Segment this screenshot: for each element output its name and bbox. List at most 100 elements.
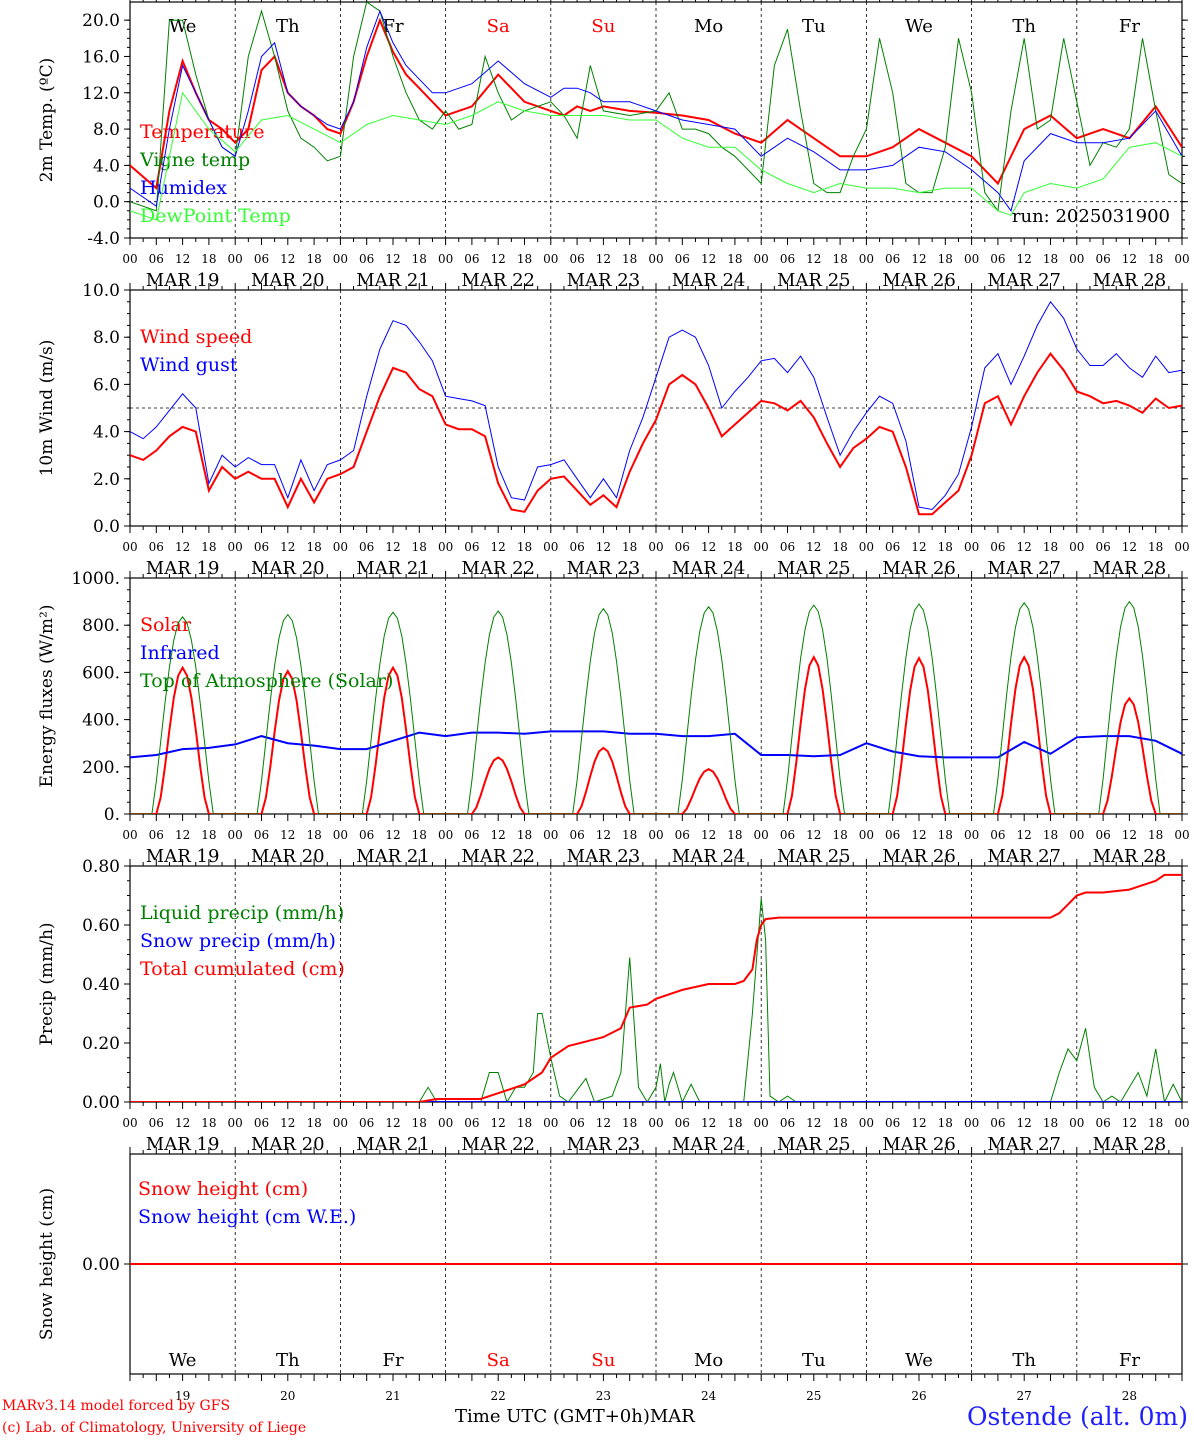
date-label: MAR 21: [356, 846, 430, 867]
y-axis-label: Snow height (cm): [37, 1188, 57, 1340]
y-tick-label: 400.: [82, 711, 120, 731]
hour-tick-label: 06: [254, 1116, 269, 1130]
hour-tick-label: 18: [938, 540, 953, 554]
date-label: MAR 19: [146, 1134, 220, 1155]
legend-entry: Temperature: [140, 121, 264, 143]
hour-tick-label: 12: [701, 1116, 716, 1130]
series-line-dewpoint-temp: [130, 91, 1182, 221]
day-number-label: 21: [385, 1389, 400, 1403]
day-number-label: 23: [596, 1389, 611, 1403]
day-number-label: 22: [491, 1389, 506, 1403]
hour-tick-label: 12: [701, 540, 716, 554]
hour-tick-label: 12: [911, 252, 926, 266]
hour-tick-label: 06: [569, 540, 584, 554]
hour-tick-label: 00: [122, 252, 137, 266]
hour-tick-label: 06: [254, 252, 269, 266]
hour-tick-label: 18: [306, 1116, 321, 1130]
hour-tick-label: 18: [832, 828, 847, 842]
weekday-label: Tu: [802, 1350, 826, 1371]
y-tick-label: 12.0: [82, 84, 120, 104]
hour-tick-label: 00: [648, 1116, 663, 1130]
hour-tick-label: 12: [596, 540, 611, 554]
hour-tick-label: 12: [806, 540, 821, 554]
hour-tick-label: 18: [201, 828, 216, 842]
hour-tick-label: 00: [964, 1116, 979, 1130]
hour-tick-label: 18: [938, 252, 953, 266]
hour-tick-label: 18: [412, 252, 427, 266]
legend-entry: Humidex: [140, 177, 227, 199]
hour-tick-label: 06: [464, 1116, 479, 1130]
y-tick-label: 4.0: [93, 156, 120, 176]
hour-tick-label: 00: [543, 540, 558, 554]
date-label: MAR 20: [251, 558, 325, 579]
day-number-label: 28: [1122, 1389, 1137, 1403]
legend-entry: DewPoint Temp: [140, 205, 291, 227]
y-tick-label: 10.0: [82, 281, 120, 301]
weekday-label: Tu: [802, 16, 826, 37]
hour-tick-label: 00: [122, 828, 137, 842]
legend-entry: Snow height (cm W.E.): [138, 1206, 356, 1228]
date-label: MAR 25: [777, 1134, 851, 1155]
date-label: MAR 27: [987, 846, 1061, 867]
hour-tick-label: 18: [1148, 1116, 1163, 1130]
date-label: MAR 28: [1093, 1134, 1167, 1155]
hour-tick-label: 06: [675, 540, 690, 554]
hour-tick-label: 06: [149, 1116, 164, 1130]
hour-tick-label: 00: [754, 540, 769, 554]
date-label: MAR 19: [146, 558, 220, 579]
hour-tick-label: 00: [1069, 540, 1084, 554]
legend-entry: Snow height (cm): [138, 1178, 308, 1200]
date-label: MAR 27: [987, 558, 1061, 579]
hour-tick-label: 12: [806, 1116, 821, 1130]
series-line-top-of-atmosphere-solar: [130, 600, 1182, 814]
hour-tick-label: 00: [648, 252, 663, 266]
weekday-label: We: [169, 16, 197, 37]
date-label: MAR 27: [987, 270, 1061, 291]
weekday-label: Th: [1012, 1350, 1036, 1371]
weekday-label: Mo: [694, 16, 723, 37]
hour-tick-label: 06: [464, 252, 479, 266]
y-tick-label: 800.: [82, 616, 120, 636]
date-label: MAR 24: [672, 846, 746, 867]
hour-tick-label: 06: [780, 252, 795, 266]
hour-tick-label: 06: [990, 540, 1005, 554]
day-number-label: 25: [806, 1389, 821, 1403]
hour-tick-label: 00: [754, 828, 769, 842]
hour-tick-label: 00: [122, 1116, 137, 1130]
legend-entry: Wind speed: [140, 326, 252, 348]
series-line-wind-speed: [130, 352, 1182, 516]
hour-tick-label: 18: [412, 1116, 427, 1130]
date-label: MAR 22: [461, 558, 535, 579]
hour-tick-label: 00: [228, 540, 243, 554]
hour-tick-label: 00: [438, 252, 453, 266]
hour-tick-label: 06: [569, 828, 584, 842]
hour-tick-label: 18: [1148, 540, 1163, 554]
series-line-wind-gust: [130, 300, 1182, 511]
hour-tick-label: 18: [1148, 828, 1163, 842]
date-label: MAR 25: [777, 846, 851, 867]
hour-tick-label: 18: [938, 1116, 953, 1130]
y-axis-label: 10m Wind (m/s): [37, 340, 57, 477]
legend-entry: Wind gust: [140, 354, 238, 376]
weekday-label: Su: [591, 1350, 615, 1371]
hour-tick-label: 12: [280, 828, 295, 842]
date-label: MAR 20: [251, 846, 325, 867]
y-tick-label: 600.: [82, 663, 120, 683]
date-label: MAR 23: [567, 846, 641, 867]
hour-tick-label: 06: [675, 828, 690, 842]
date-label: MAR 24: [672, 270, 746, 291]
weekday-label: Fr: [1119, 16, 1140, 37]
hour-tick-label: 18: [832, 252, 847, 266]
hour-tick-label: 06: [1095, 540, 1110, 554]
hour-tick-label: 18: [727, 1116, 742, 1130]
y-tick-label: 0.60: [82, 916, 120, 936]
hour-tick-label: 12: [596, 252, 611, 266]
hour-tick-label: 12: [491, 540, 506, 554]
hour-tick-label: 12: [175, 1116, 190, 1130]
y-tick-label: -4.0: [87, 229, 120, 249]
hour-tick-label: 18: [1043, 540, 1058, 554]
date-label: MAR 22: [461, 270, 535, 291]
hour-tick-label: 18: [306, 252, 321, 266]
hour-tick-label: 06: [254, 828, 269, 842]
